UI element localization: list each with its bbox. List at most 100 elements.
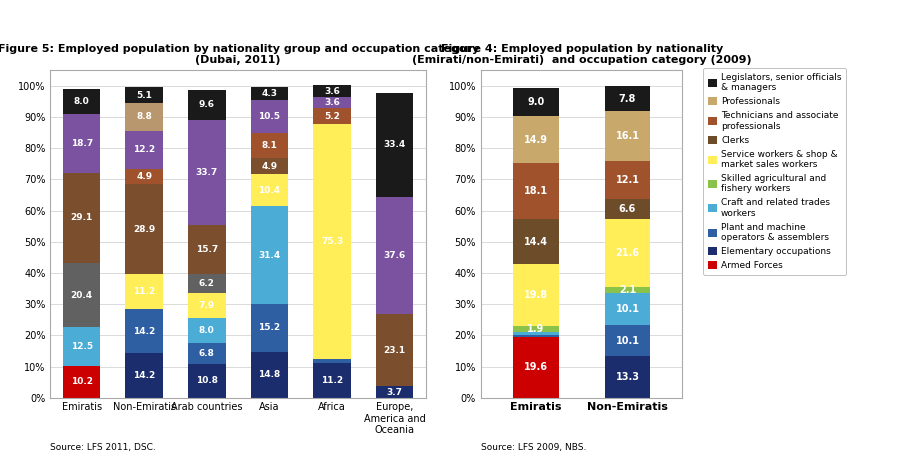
Bar [605, 161, 650, 199]
Bar [251, 101, 289, 133]
Bar [251, 304, 289, 351]
Text: 8.0: 8.0 [74, 97, 90, 106]
Bar [251, 174, 289, 206]
Bar [63, 327, 101, 366]
Text: 5.1: 5.1 [136, 91, 152, 100]
Bar [313, 359, 351, 363]
Bar [605, 199, 650, 219]
Bar [251, 206, 289, 304]
Text: 4.3: 4.3 [261, 89, 278, 98]
Bar [251, 351, 289, 398]
Bar [125, 103, 163, 131]
Text: 12.5: 12.5 [71, 342, 93, 351]
Bar [188, 274, 225, 293]
Bar [376, 197, 413, 314]
Bar [376, 314, 413, 386]
Bar [188, 120, 225, 225]
Text: 7.8: 7.8 [619, 94, 636, 103]
Text: 3.6: 3.6 [324, 87, 340, 95]
Bar [188, 293, 225, 318]
Bar [125, 353, 163, 398]
Bar [513, 335, 559, 336]
Text: 18.7: 18.7 [71, 139, 93, 148]
Bar [313, 124, 351, 359]
Text: 10.1: 10.1 [616, 336, 639, 345]
Text: 5.2: 5.2 [324, 111, 340, 121]
Bar [605, 219, 650, 287]
Bar [63, 114, 101, 173]
Text: 29.1: 29.1 [71, 213, 93, 222]
Bar [605, 287, 650, 293]
Bar [605, 293, 650, 325]
Bar [125, 169, 163, 184]
Text: 14.2: 14.2 [133, 371, 156, 380]
Text: 9.6: 9.6 [199, 100, 215, 110]
Bar [251, 133, 289, 159]
Text: 75.3: 75.3 [321, 237, 344, 246]
Bar [513, 326, 559, 332]
Bar [188, 90, 225, 120]
Bar [125, 184, 163, 274]
Text: 10.1: 10.1 [616, 304, 639, 314]
Bar [125, 309, 163, 353]
Text: Source: LFS 2009, NBS.: Source: LFS 2009, NBS. [481, 443, 586, 452]
Text: 13.3: 13.3 [616, 372, 639, 382]
Text: 33.7: 33.7 [196, 168, 218, 177]
Text: 6.6: 6.6 [619, 204, 636, 214]
Bar [63, 263, 101, 327]
Text: 4.9: 4.9 [261, 161, 278, 171]
Bar [513, 88, 559, 117]
Text: 14.4: 14.4 [524, 237, 548, 247]
Text: 33.4: 33.4 [384, 140, 406, 149]
Bar [251, 159, 289, 174]
Text: 10.8: 10.8 [196, 376, 218, 386]
Bar [513, 336, 559, 398]
Title: Figure 4: Employed population by nationality
(Emirati/non-Emirati)  and occupati: Figure 4: Employed population by nationa… [412, 44, 751, 65]
Bar [188, 343, 225, 364]
Text: 8.1: 8.1 [262, 141, 278, 150]
Bar [188, 364, 225, 398]
Text: 10.4: 10.4 [258, 185, 280, 195]
Bar [188, 318, 225, 343]
Bar [376, 93, 413, 197]
Legend: Legislators, senior officials
& managers, Professionals, Technicians and associa: Legislators, senior officials & managers… [703, 68, 846, 275]
Text: 10.2: 10.2 [71, 377, 93, 387]
Text: 31.4: 31.4 [258, 251, 280, 260]
Text: 23.1: 23.1 [384, 346, 406, 355]
Bar [313, 108, 351, 124]
Text: 8.8: 8.8 [136, 112, 152, 122]
Text: Source: LFS 2011, DSC.: Source: LFS 2011, DSC. [50, 443, 156, 452]
Text: 37.6: 37.6 [384, 251, 406, 260]
Bar [313, 97, 351, 108]
Bar [63, 89, 101, 114]
Text: 14.2: 14.2 [133, 327, 156, 336]
Bar [605, 356, 650, 398]
Text: 3.7: 3.7 [387, 388, 403, 396]
Bar [513, 219, 559, 264]
Bar [605, 325, 650, 356]
Text: 10.5: 10.5 [258, 112, 280, 121]
Text: 6.2: 6.2 [199, 279, 214, 288]
Text: 16.1: 16.1 [616, 131, 639, 141]
Text: 1.9: 1.9 [528, 324, 544, 334]
Bar [513, 163, 559, 219]
Bar [605, 87, 650, 111]
Title: Figure 5: Employed population by nationality group and occupation category
(Duba: Figure 5: Employed population by nationa… [0, 44, 479, 65]
Bar [63, 366, 101, 398]
Bar [125, 88, 163, 103]
Text: 2.1: 2.1 [619, 285, 636, 295]
Bar [125, 274, 163, 309]
Text: 11.2: 11.2 [133, 287, 156, 296]
Text: 6.8: 6.8 [199, 349, 214, 358]
Bar [513, 264, 559, 326]
Bar [63, 173, 101, 263]
Bar [313, 86, 351, 97]
Bar [376, 386, 413, 398]
Text: 12.1: 12.1 [616, 175, 639, 185]
Bar [313, 363, 351, 398]
Text: 14.9: 14.9 [524, 135, 548, 145]
Text: 12.2: 12.2 [133, 145, 156, 154]
Bar [513, 332, 559, 335]
Text: 28.9: 28.9 [133, 225, 156, 234]
Text: 15.7: 15.7 [196, 245, 218, 254]
